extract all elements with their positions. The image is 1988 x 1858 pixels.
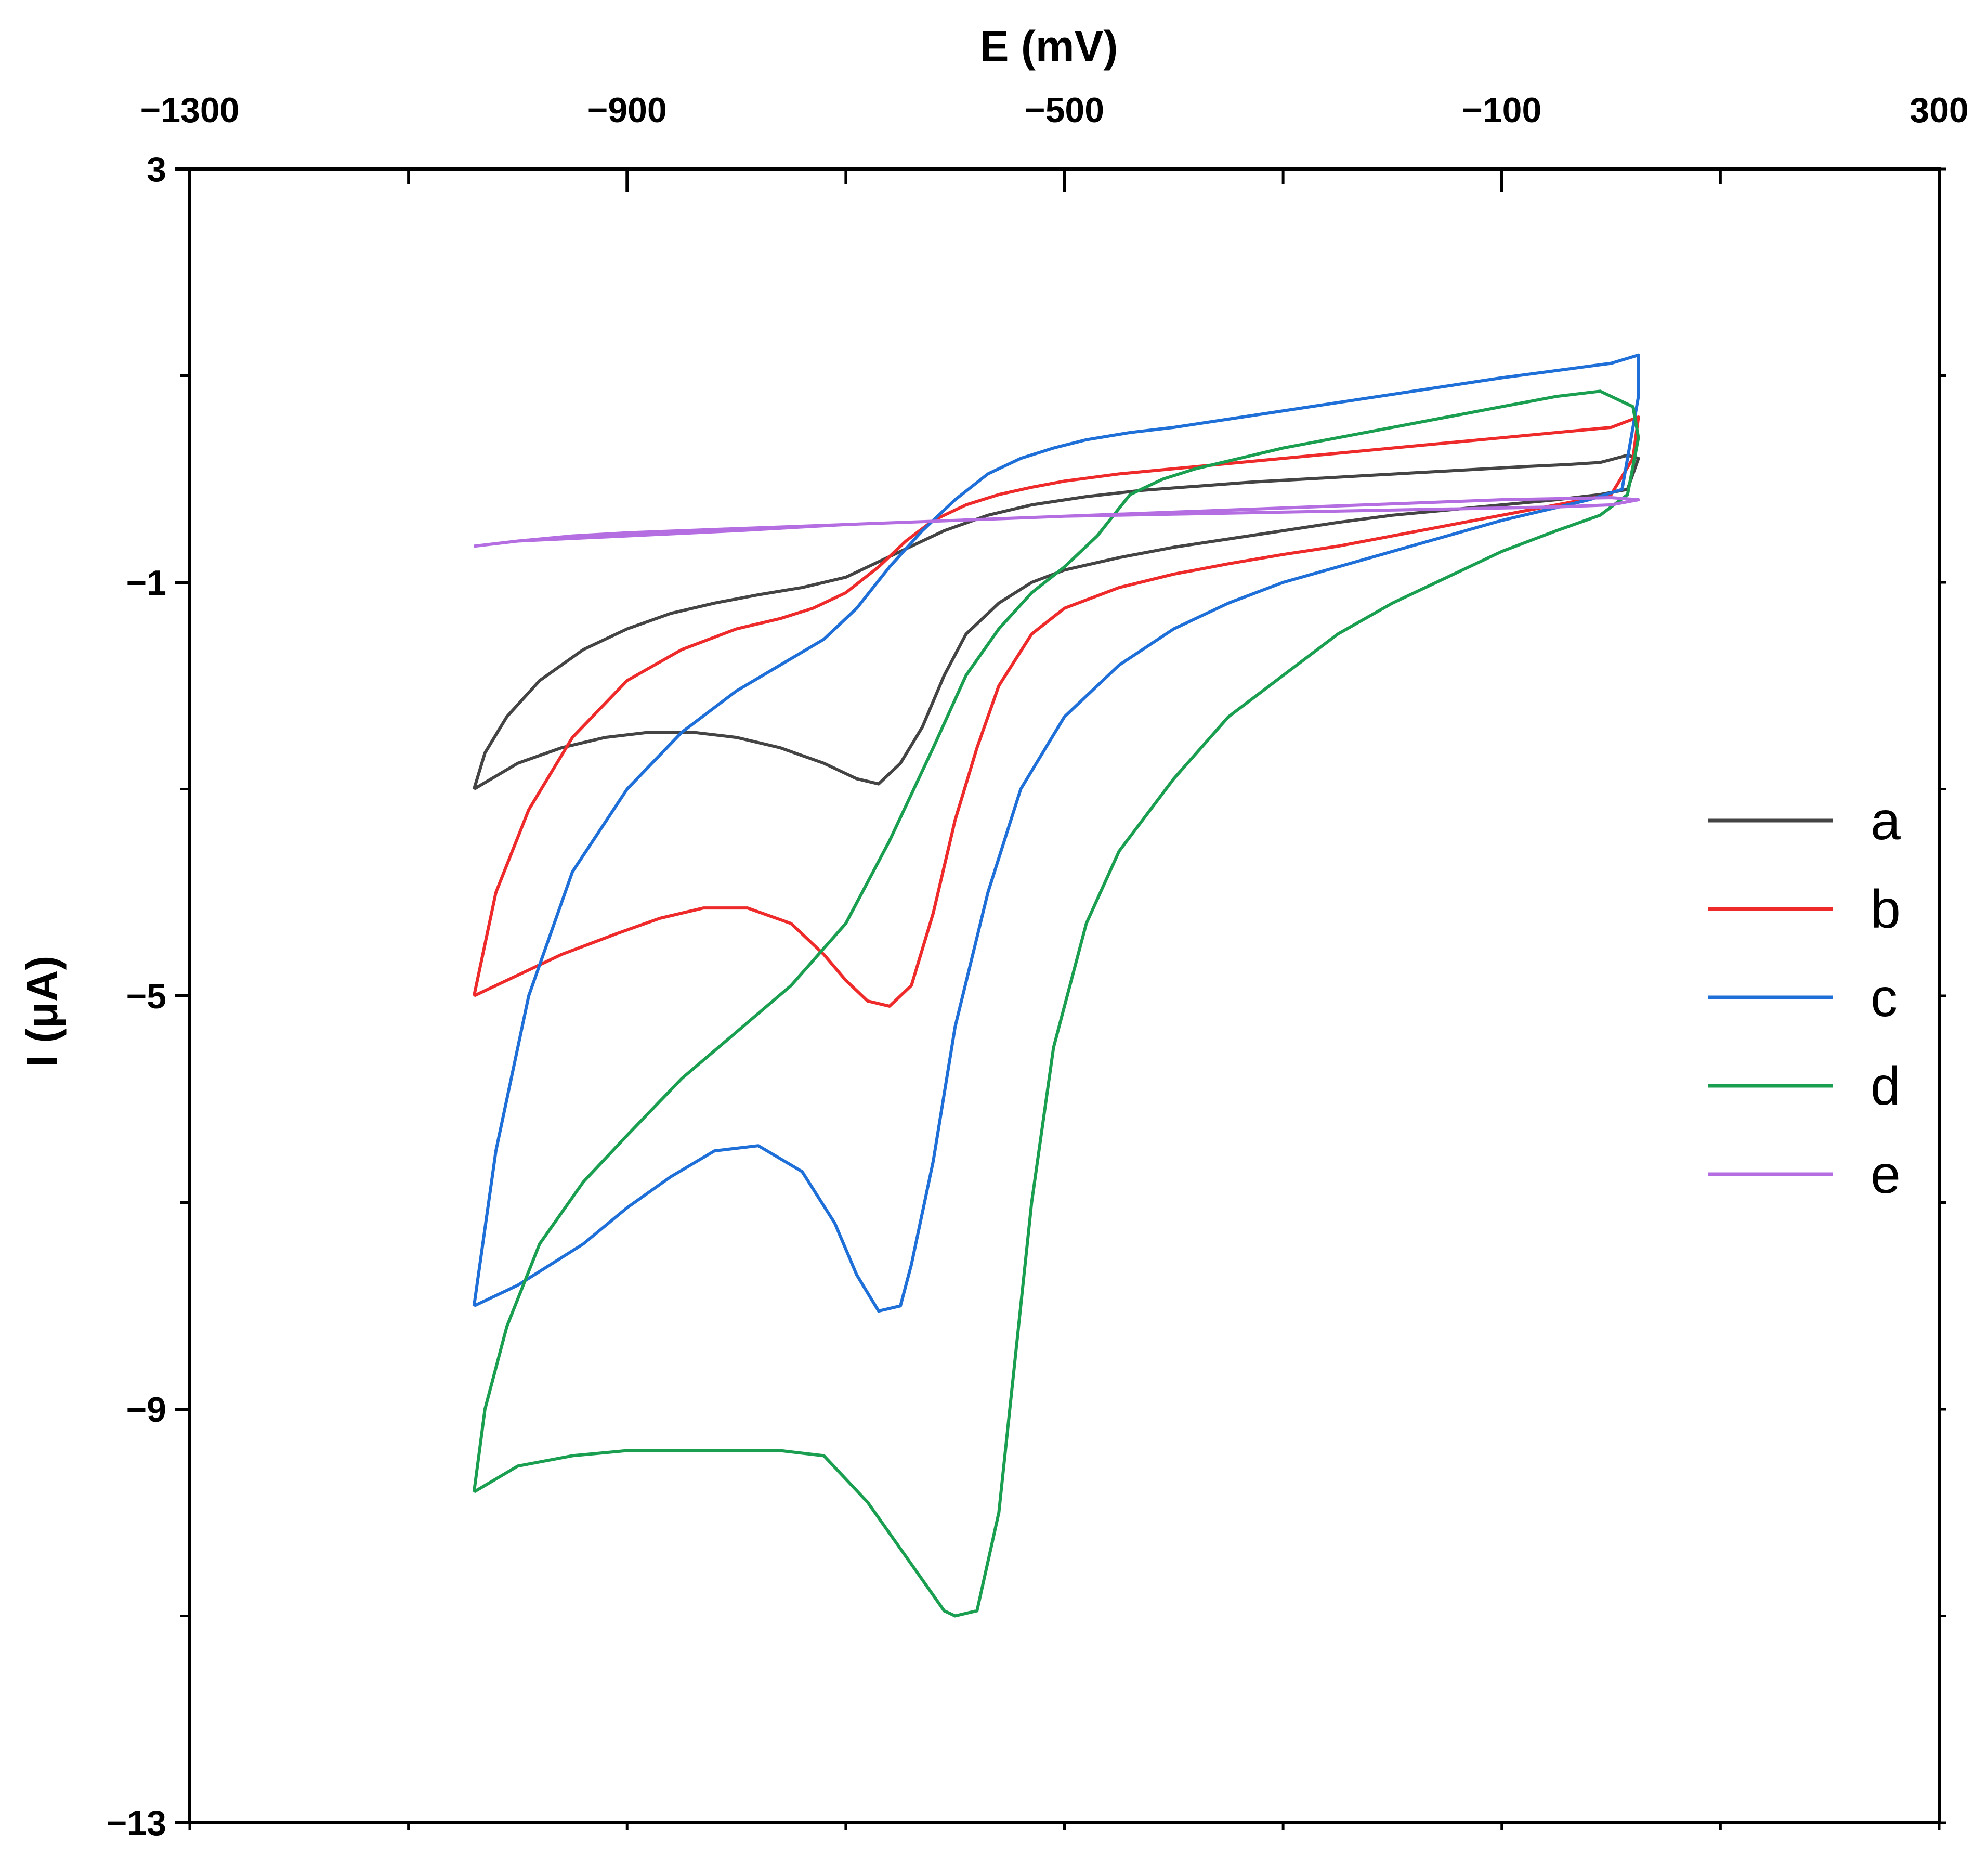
series-line-c — [472, 353, 1640, 1313]
x-tick-label: −900 — [587, 90, 667, 130]
y-tick-label: −5 — [126, 977, 166, 1016]
legend-label-b: b — [1871, 879, 1901, 940]
x-tick-label: −1300 — [140, 90, 240, 130]
x-tick-label: −100 — [1462, 90, 1541, 130]
series-line-e — [474, 496, 1640, 548]
legend-label-a: a — [1871, 791, 1901, 851]
y-tick-label: −13 — [107, 1803, 166, 1843]
y-tick-label: 3 — [147, 150, 166, 189]
legend-label-c: c — [1871, 968, 1898, 1028]
x-tick-label: 300 — [1909, 90, 1968, 130]
series-line-d — [472, 389, 1640, 1618]
series-line-b — [472, 415, 1640, 1008]
y-tick-label: −9 — [126, 1390, 166, 1430]
y-axis-title: I (μA) — [18, 956, 67, 1068]
x-axis-title: E (mV) — [979, 22, 1118, 71]
legend-label-d: d — [1871, 1056, 1901, 1116]
x-tick-label: −500 — [1025, 90, 1104, 130]
y-tick-label: −1 — [126, 563, 166, 603]
legend-label-e: e — [1871, 1145, 1901, 1205]
